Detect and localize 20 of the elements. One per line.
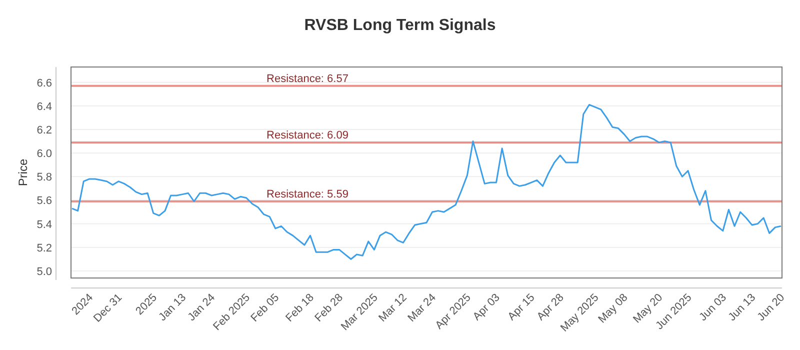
y-tick-label: 5.8 (36, 172, 52, 184)
x-tick-label: Apr 03 (470, 292, 502, 324)
y-tick-label: 6.0 (36, 148, 52, 160)
y-tick-label: 6.2 (36, 124, 52, 136)
y-axis-title: Price (16, 158, 30, 186)
y-tick-label: 5.4 (36, 218, 52, 231)
x-tick-label: Feb 05 (248, 292, 282, 324)
x-tick-label: Feb 28 (312, 292, 346, 324)
ref-line-label: Resistance: 6.09 (266, 129, 348, 142)
ref-line-label: Resistance: 5.59 (266, 188, 348, 200)
x-tick-label: Apr 15 (506, 292, 538, 324)
y-tick-label: 6.6 (36, 77, 52, 90)
x-tick-label: Dec 31 (91, 292, 125, 325)
y-tick-label: 5.2 (36, 242, 52, 254)
line-series (71, 104, 782, 260)
y-tick-label: 5.6 (36, 195, 52, 208)
ref-line-label: Resistance: 6.57 (266, 72, 348, 85)
y-tick-label: 5.0 (36, 266, 52, 278)
chart-title: RVSB Long Term Signals (304, 17, 496, 34)
y-tick-label: 6.4 (36, 100, 52, 113)
